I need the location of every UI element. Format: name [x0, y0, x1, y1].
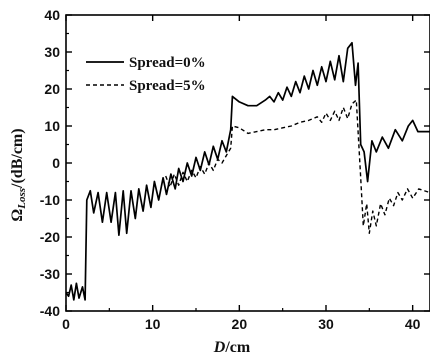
series-line-2: [165, 99, 430, 234]
x-axis-label-main: D: [213, 339, 226, 356]
x-tick-label: 30: [318, 316, 334, 332]
y-tick-label: 20: [44, 81, 60, 97]
y-tick-label: 40: [44, 7, 60, 23]
legend-label-2: Spread=5%: [129, 78, 206, 94]
x-tick-label: 40: [405, 316, 421, 332]
legend-label-1: Spread=0%: [129, 55, 206, 71]
y-axis-label-sub: Loss: [16, 188, 28, 210]
y-tick-label: -10: [40, 192, 60, 208]
x-tick-label: 20: [232, 316, 248, 332]
y-axis-label: ΩLoss/(dB/cm): [9, 128, 28, 221]
y-tick-label: -30: [40, 266, 60, 282]
x-tick-label: 10: [145, 316, 161, 332]
x-axis-label: D/cm: [213, 339, 251, 356]
x-axis-label-unit: /cm: [224, 339, 251, 356]
y-axis-label-unit: /(dB/cm): [9, 128, 26, 189]
y-tick-label: 10: [44, 118, 60, 134]
y-tick-label: -40: [40, 303, 60, 319]
y-tick-label: 30: [44, 44, 60, 60]
y-tick-label: 0: [52, 155, 60, 171]
x-tick-label: 0: [62, 316, 70, 332]
y-axis-label-main: Ω: [9, 209, 26, 222]
series-line-1: [65, 41, 430, 301]
y-tick-label: -20: [40, 229, 60, 245]
plot-frame: [65, 14, 430, 312]
